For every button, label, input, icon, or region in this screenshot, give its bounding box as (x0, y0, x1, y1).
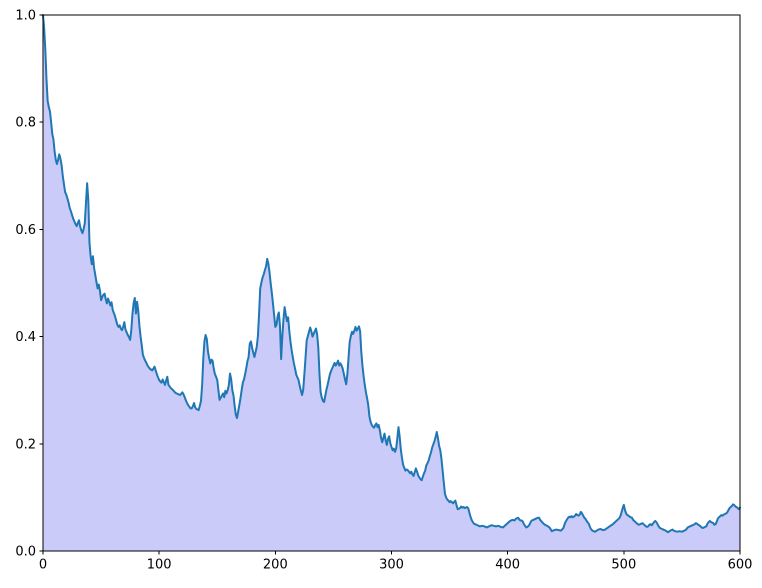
y-tick-label: 1.0 (15, 9, 36, 24)
x-tick-label: 100 (147, 558, 172, 573)
y-axis: 0.0 0.2 0.4 0.6 0.8 1.0 (15, 9, 43, 560)
x-tick-label: 500 (611, 558, 636, 573)
series-line (42, 14, 741, 534)
x-tick-label: 600 (728, 558, 753, 573)
y-tick-label: 0.6 (15, 223, 36, 238)
y-tick-label: 0.2 (15, 437, 36, 452)
plot-area (42, 14, 741, 551)
series-fill (43, 15, 740, 551)
x-tick-label: 400 (495, 558, 520, 573)
x-tick-label: 300 (379, 558, 404, 573)
y-tick-label: 0.4 (15, 330, 36, 345)
x-tick-label: 200 (263, 558, 288, 573)
y-tick-label: 0.0 (15, 545, 36, 560)
x-tick-label: 0 (39, 558, 47, 573)
x-axis: 0 100 200 300 400 500 600 (39, 551, 753, 573)
y-tick-label: 0.8 (15, 116, 36, 131)
